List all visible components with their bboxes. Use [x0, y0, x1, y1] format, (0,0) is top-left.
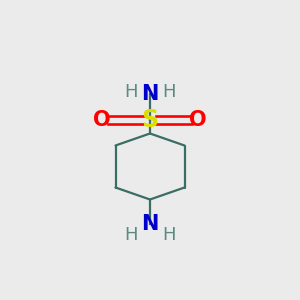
Text: N: N [141, 85, 159, 104]
Text: N: N [141, 214, 159, 233]
Text: O: O [93, 110, 111, 130]
Text: H: H [163, 226, 176, 244]
Text: H: H [124, 82, 137, 100]
Text: H: H [163, 82, 176, 100]
Text: S: S [141, 108, 159, 132]
Text: O: O [189, 110, 207, 130]
Text: H: H [124, 226, 137, 244]
